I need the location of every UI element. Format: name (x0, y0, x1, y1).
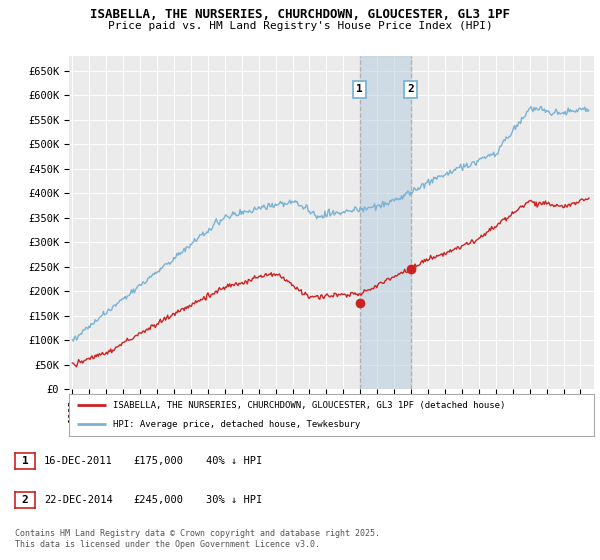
Text: ISABELLA, THE NURSERIES, CHURCHDOWN, GLOUCESTER, GL3 1PF: ISABELLA, THE NURSERIES, CHURCHDOWN, GLO… (90, 8, 510, 21)
Text: 1: 1 (356, 85, 363, 94)
Text: 30% ↓ HPI: 30% ↓ HPI (206, 495, 262, 505)
Text: HPI: Average price, detached house, Tewkesbury: HPI: Average price, detached house, Tewk… (113, 420, 360, 429)
Text: 16-DEC-2011: 16-DEC-2011 (44, 456, 113, 466)
Text: £175,000: £175,000 (134, 456, 184, 466)
Bar (359, 56, 411, 389)
Text: Price paid vs. HM Land Registry's House Price Index (HPI): Price paid vs. HM Land Registry's House … (107, 21, 493, 31)
Text: 2: 2 (22, 495, 28, 505)
Text: £245,000: £245,000 (134, 495, 184, 505)
Text: 22-DEC-2014: 22-DEC-2014 (44, 495, 113, 505)
Text: 40% ↓ HPI: 40% ↓ HPI (206, 456, 262, 466)
Text: Contains HM Land Registry data © Crown copyright and database right 2025.
This d: Contains HM Land Registry data © Crown c… (15, 529, 380, 549)
Text: 1: 1 (22, 456, 28, 466)
Text: 2: 2 (407, 85, 414, 94)
Text: ISABELLA, THE NURSERIES, CHURCHDOWN, GLOUCESTER, GL3 1PF (detached house): ISABELLA, THE NURSERIES, CHURCHDOWN, GLO… (113, 400, 505, 409)
